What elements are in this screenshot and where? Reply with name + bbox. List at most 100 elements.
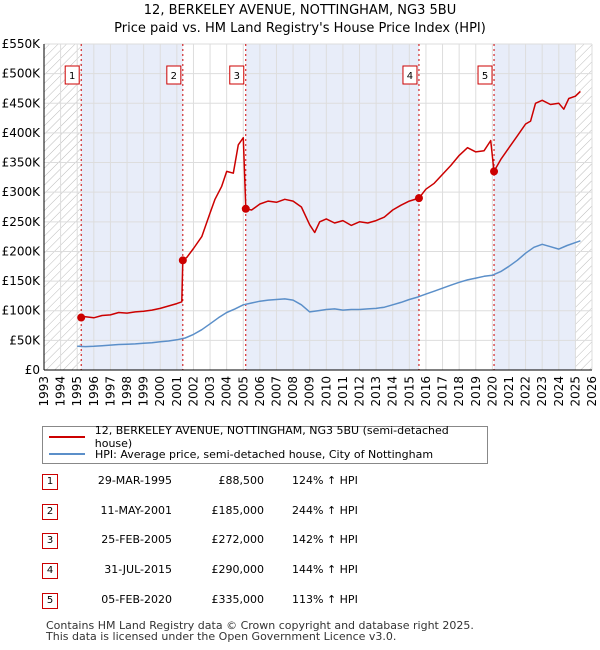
sale-hpi-change: 124% ↑ HPI [292,474,358,487]
sale-number-badge: 5 [42,593,58,609]
hatch-before-data [44,44,82,370]
x-tick-label: 2017 [436,376,450,407]
sale-point [414,194,423,203]
sale-label-box [477,65,493,85]
y-tick-label: £200K [2,244,42,258]
sale-point [178,256,187,265]
chart-title: 12, BERKELEY AVENUE, NOTTINGHAM, NG3 5BU [143,3,457,18]
sale-label-box [229,65,245,85]
y-tick-label: £450K [2,96,42,110]
x-tick-label: 2015 [402,376,416,407]
x-tick-label: 2014 [386,376,400,407]
x-tick-label: 2025 [568,376,582,407]
sale-label-number: 5 [482,71,488,82]
y-tick-label: £550K [2,37,42,51]
sale-number-badge: 2 [42,504,58,520]
x-tick-label: 1995 [70,376,84,407]
sale-number-badge: 3 [42,533,58,549]
sale-number-badge: 4 [42,563,58,579]
y-tick-label: £350K [2,156,42,170]
x-tick-label: 2008 [286,376,300,407]
x-tick-label: 2011 [336,376,350,407]
chart-subtitle: Price paid vs. HM Land Registry's House … [114,21,486,36]
hatch-after-data [575,44,592,370]
sale-label-box [402,65,418,85]
sale-hpi-change: 144% ↑ HPI [292,563,358,576]
sale-price: £88,500 [218,474,265,487]
sale-date: 29-MAR-1995 [97,474,172,487]
sale-number-badge: 1 [42,474,58,490]
legend-property-swatch [49,436,85,438]
ownership-period-band [81,44,183,370]
sale-price: £272,000 [211,533,265,546]
sale-hpi-change: 244% ↑ HPI [292,504,358,517]
legend-hpi-label: HPI: Average price, semi-detached house,… [95,447,434,461]
hpi-series-line [77,240,581,348]
x-tick-label: 1998 [120,376,134,407]
footer-attribution: Contains HM Land Registry data © Crown c… [46,620,474,642]
sale-date: 25-FEB-2005 [101,533,172,546]
y-tick-label: £300K [2,185,42,199]
sale-point [77,313,86,322]
price-chart: 1 2 3 4 5 £0 £50K £100K £150K £200K £250K £300K £350… [2,37,599,407]
y-tick-label: £400K [2,126,42,140]
x-tick-label: 2023 [535,376,549,407]
sale-hpi-change: 142% ↑ HPI [292,533,358,546]
sale-price: £185,000 [211,504,265,517]
footer-copyright: Contains HM Land Registry data © Crown c… [46,619,474,632]
x-tick-label: 2005 [236,376,250,407]
sale-row: 5 05-FEB-2020 £335,000 113% ↑ HPI [42,591,442,611]
x-tick-label: 2020 [485,376,499,407]
sale-price: £290,000 [211,563,265,576]
sale-row: 1 29-MAR-1995 £88,500 124% ↑ HPI [42,472,442,492]
x-tick-label: 2018 [452,376,466,407]
legend-property: 12, BERKELEY AVENUE, NOTTINGHAM, NG3 5BU… [49,424,487,450]
sale-row: 3 25-FEB-2005 £272,000 142% ↑ HPI [42,531,442,551]
x-tick-label: 2004 [220,376,234,407]
x-tick-label: 2003 [203,376,217,407]
sale-date: 11-MAY-2001 [100,504,172,517]
x-tick-label: 1994 [54,376,68,407]
x-tick-label: 2010 [319,376,333,407]
x-tick-label: 1999 [137,376,151,407]
x-tick-label: 1993 [37,376,51,407]
y-tick-label: £0 [25,363,40,377]
x-tick-label: 2000 [153,376,167,407]
y-tick-label: £150K [2,274,42,288]
sale-label-number: 1 [69,71,75,82]
x-tick-label: 2001 [170,376,184,407]
sale-label-number: 2 [171,71,177,82]
sale-label-box [64,65,80,85]
x-tick-label: 1996 [87,376,101,407]
ownership-period-band [245,44,419,370]
x-tick-label: 2021 [502,376,516,407]
x-tick-label: 2013 [369,376,383,407]
x-tick-label: 2002 [186,376,200,407]
x-tick-label: 2026 [585,376,599,407]
legend-hpi-swatch [49,453,85,455]
sale-row: 2 11-MAY-2001 £185,000 244% ↑ HPI [42,502,442,522]
chart-legend: 12, BERKELEY AVENUE, NOTTINGHAM, NG3 5BU… [42,424,488,464]
x-tick-label: 2006 [253,376,267,407]
sale-label-box [166,65,182,85]
y-tick-label: £100K [2,304,42,318]
x-tick-label: 2012 [353,376,367,407]
sale-hpi-change: 113% ↑ HPI [292,593,358,606]
legend-hpi: HPI: Average price, semi-detached house,… [49,446,433,462]
sale-label-number: 4 [407,71,413,82]
sale-point [241,204,250,213]
sale-price: £335,000 [211,593,265,606]
y-tick-label: £50K [9,333,41,347]
sale-date: 05-FEB-2020 [101,593,172,606]
y-tick-label: £500K [2,67,42,81]
x-tick-label: 1997 [103,376,117,407]
sale-label-number: 3 [234,71,240,82]
legend-property-label: 12, BERKELEY AVENUE, NOTTINGHAM, NG3 5BU… [94,424,449,450]
x-tick-label: 2024 [552,376,566,407]
footer-licence: This data is licensed under the Open Gov… [46,630,397,643]
y-tick-label: £250K [2,215,42,229]
ownership-period-band [494,44,576,370]
x-tick-label: 2022 [519,376,533,407]
sale-row: 4 31-JUL-2015 £290,000 144% ↑ HPI [42,561,442,581]
x-tick-label: 2016 [419,376,433,407]
